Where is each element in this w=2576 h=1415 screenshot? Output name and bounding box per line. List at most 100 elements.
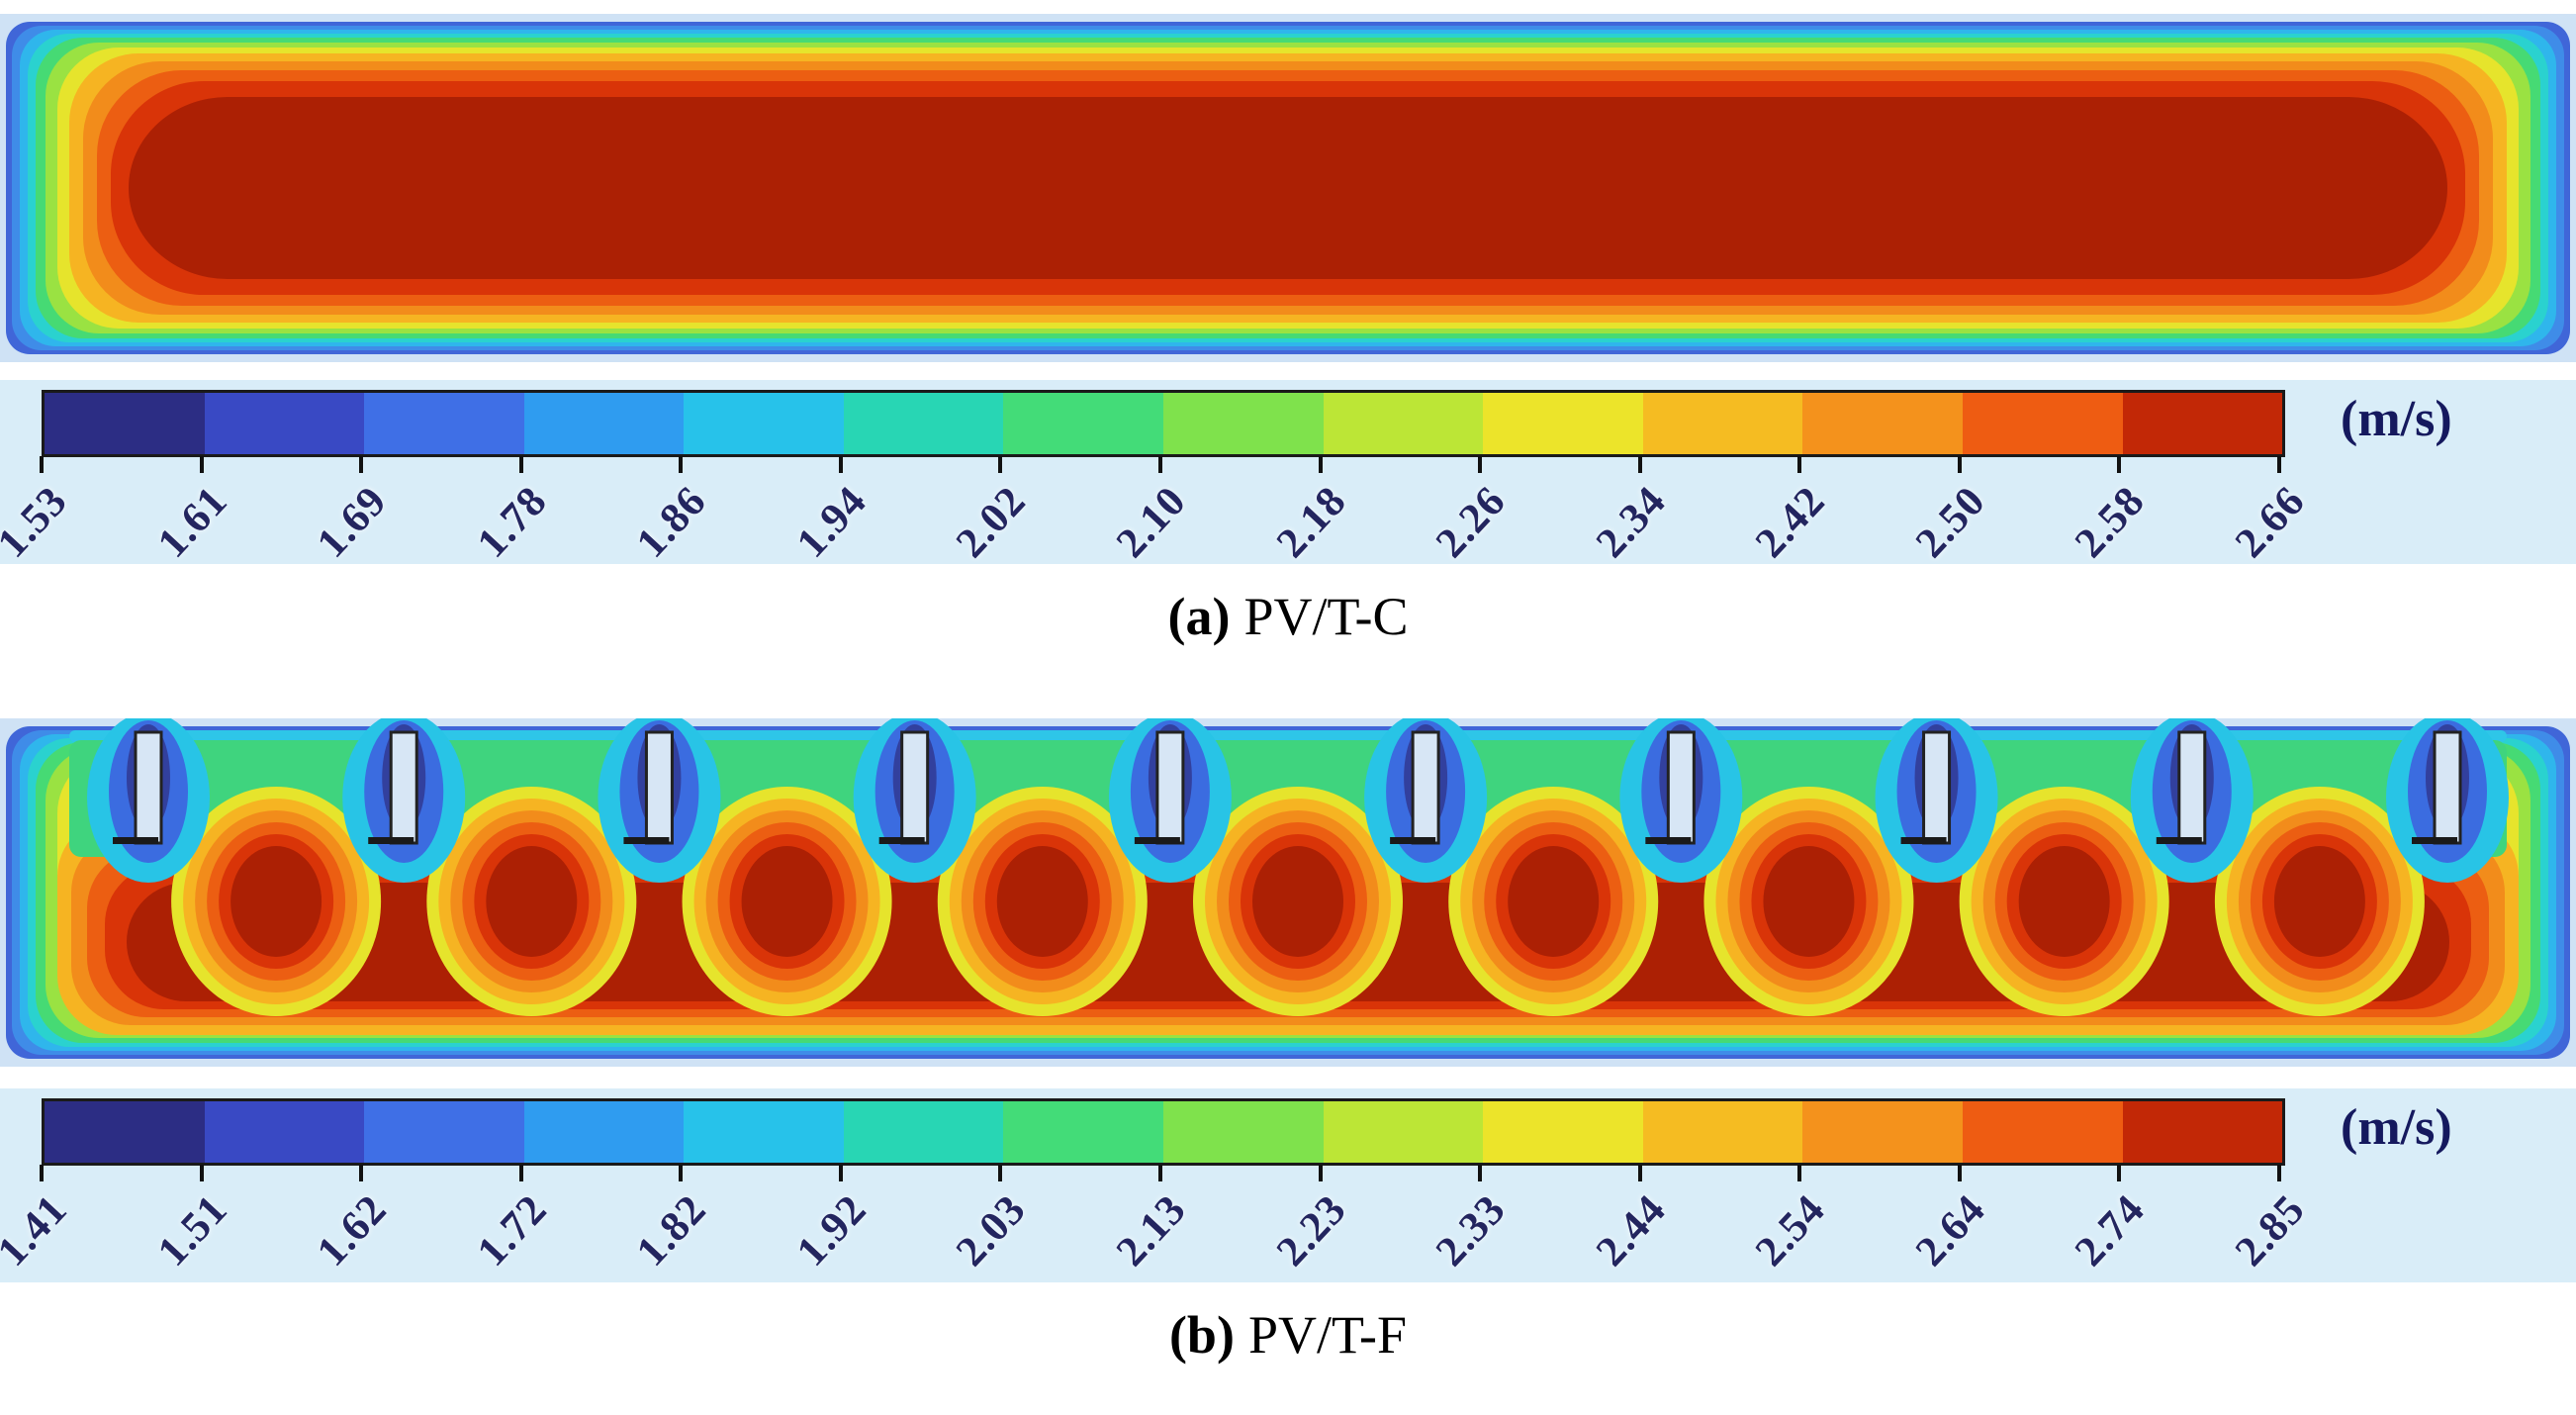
colorbar-tick-label: 2.58 [2067,477,2155,567]
colorbar-segment [2122,1101,2283,1163]
caption-a: (a) PV/T-C [0,586,2576,647]
colorbar-tick [518,1165,523,1181]
fin [1155,730,1185,845]
colorbar-tick [1797,1165,1802,1181]
colorbar-tick [1478,1165,1483,1181]
colorbar-segment [523,1101,685,1163]
fin-base-line [878,837,925,844]
colorbar-tick [2277,456,2281,473]
colorbar-segment [45,393,205,454]
caption-b: (b) PV/T-F [0,1304,2576,1366]
colorbar-unit-label: (m/s) [2341,391,2452,447]
fin-base-line [2412,837,2457,844]
colorbar-tick [838,1165,843,1181]
caption-a-text: PV/T-C [1243,587,1409,646]
fin-base-line [1900,837,1947,844]
colorbar-segment [364,393,524,454]
colorbar-tick-label: 2.26 [1426,477,1516,567]
fin [389,730,418,845]
colorbar-tick [838,456,843,473]
colorbar-tick-label: 2.64 [1906,1185,1994,1275]
colorbar-tick [1478,456,1483,473]
colorbar-tick [359,456,364,473]
colorbar-segment [1163,393,1324,454]
colorbar-tick-label: 1.61 [148,477,236,567]
colorbar-segment [843,1101,1004,1163]
fin [900,730,930,845]
colorbar-labels: 1.53 1.61 1.69 1.78 1.86 1.94 2.02 2.10 2.18 2.26… [0,477,2314,576]
colorbar-tick [1957,1165,1962,1181]
colorbar-tick-label: 2.66 [2226,477,2315,567]
fin [2177,730,2207,845]
fin [1666,730,1696,845]
colorbar-tick-label: 2.85 [2226,1185,2315,1275]
fin [2433,730,2462,845]
colorbar-segment [1802,393,1963,454]
colorbar-tick-label: 2.34 [1587,477,1675,567]
fin-base-line [1645,837,1692,844]
colorbar-segment [523,393,685,454]
colorbar-segment [1003,1101,1164,1163]
colorbar-tick-label: 2.74 [2067,1185,2155,1275]
colorbar-tick [2117,1165,2122,1181]
colorbar-tick-label: 2.42 [1746,477,1835,567]
colorbar-unit-label: (m/s) [2341,1099,2452,1156]
colorbar-tick-label: 1.53 [0,477,77,567]
colorbar-tick [1158,1165,1162,1181]
contour-b-svg [0,718,2576,1067]
colorbar-tick [40,456,44,473]
fin [1411,730,1440,845]
colorbar-segment [2122,393,2283,454]
colorbar-tick-label: 1.82 [627,1185,716,1275]
contour-plot-a [0,14,2576,362]
velocity-plume [486,846,578,957]
velocity-plume [1252,846,1343,957]
colorbar-labels: 1.41 1.51 1.62 1.72 1.82 1.92 2.03 2.13 2.23 2.33… [0,1185,2314,1284]
colorbar-segment [1163,1101,1324,1163]
colorbar-tick-label: 1.78 [468,477,556,567]
fin [644,730,674,845]
colorbar-tick-label: 2.18 [1267,477,1355,567]
velocity-plume [741,846,833,957]
colorbar-tick [679,456,684,473]
colorbar-tick [40,1165,44,1181]
colorbar-tick [199,1165,204,1181]
colorbar-segment [1962,1101,2123,1163]
velocity-plume [230,846,322,957]
colorbar-tick-label: 1.41 [0,1185,77,1275]
fin [1922,730,1952,845]
colorbar-tick-label: 2.03 [948,1185,1036,1275]
colorbar-tick [1797,456,1802,473]
colorbar-segment [1962,393,2123,454]
colorbar-segment [684,1101,844,1163]
velocity-plume [2018,846,2110,957]
velocity-plume [1763,846,1855,957]
colorbar-segment [1483,1101,1643,1163]
colorbar-b: 1.41 1.51 1.62 1.72 1.82 1.92 2.03 2.13 2.23 2.33… [0,1088,2576,1282]
colorbar-ticks [40,456,2281,476]
colorbar-segment [364,1101,524,1163]
colorbar-segment [1642,1101,1803,1163]
colorbar-segment [204,1101,365,1163]
colorbar-segment [1802,1101,1963,1163]
colorbar-tick [1637,1165,1642,1181]
colorbar-tick [1637,456,1642,473]
colorbar-segment [1323,1101,1484,1163]
colorbar-segment [1003,393,1164,454]
colorbar-tick [1158,456,1162,473]
colorbar-tick [2277,1165,2281,1181]
velocity-plume [2273,846,2365,957]
fin-base-line [2156,837,2202,844]
colorbar-tick-label: 1.94 [787,477,875,567]
colorbar-segment [204,393,365,454]
colorbar-tick-label: 2.02 [948,477,1036,567]
fin-base-line [1390,837,1436,844]
colorbar-segment [1642,393,1803,454]
caption-a-letter: (a) [1167,587,1231,646]
colorbar-tick-label: 1.86 [627,477,716,567]
colorbar-tick [199,456,204,473]
colorbar-tick [679,1165,684,1181]
colorbar-tick-label: 1.62 [308,1185,397,1275]
colorbar-tick [1318,456,1323,473]
